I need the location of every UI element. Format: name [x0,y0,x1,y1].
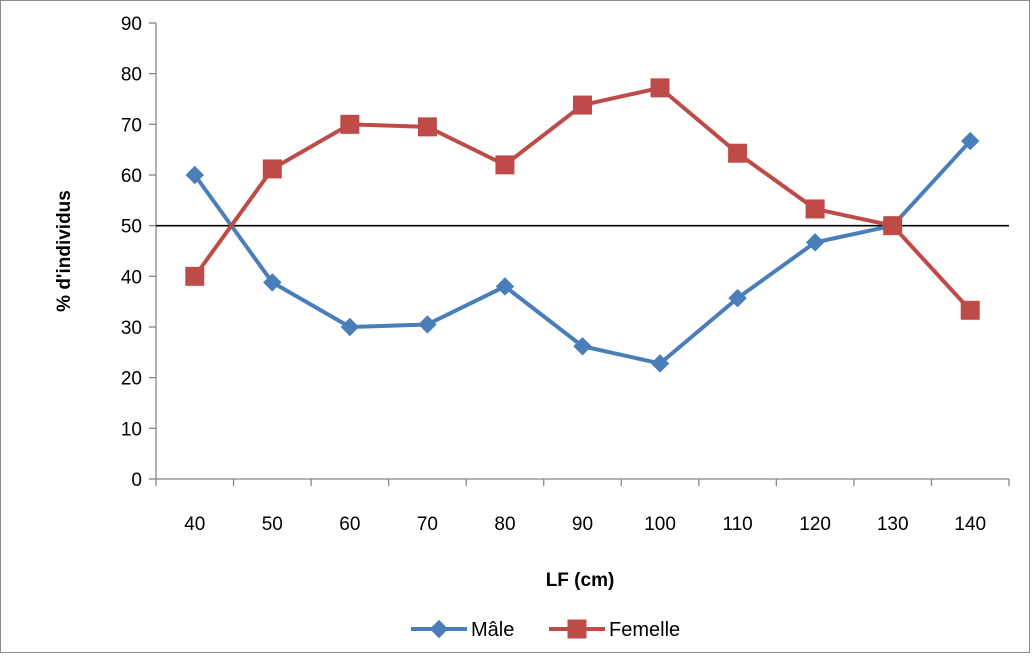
legend-item: Mâle [411,619,514,641]
data-point [961,131,980,151]
data-point [418,315,437,334]
data-point [805,233,825,252]
data-point [185,165,204,185]
data-point [263,273,282,292]
data-point [340,114,360,134]
x-tick-label: 120 [799,514,831,535]
data-point [185,266,205,286]
legend-item: Femelle [549,619,680,641]
x-tick-label: 140 [954,514,986,535]
data-point [495,155,515,175]
x-tick-label: 90 [572,514,593,535]
x-tick-label: 60 [339,514,360,535]
legend-marker [429,619,449,639]
legend-label: Femelle [609,619,680,641]
series-line [192,139,973,366]
data-point [573,95,592,115]
y-tick-label: 0 [131,470,142,491]
series-line [192,85,973,313]
y-tick-label: 80 [121,65,142,86]
data-point [728,143,748,163]
data-point [650,354,670,373]
x-axis-title: LF (cm) [546,570,615,591]
legend-label: Mâle [471,619,514,641]
y-tick-label: 90 [121,14,142,35]
x-axis: 40 50 60 70 80 90 100 110 120 130 140 [155,478,1010,535]
x-tick-label: 130 [877,514,909,535]
y-tick-label: 70 [121,115,142,136]
y-tick-label: 50 [121,217,142,238]
series-1 [185,131,980,373]
data-point [340,317,360,337]
y-tick-label: 20 [121,369,142,390]
y-axis-title: % d'individus [54,190,75,312]
y-tick-label: 30 [121,318,142,339]
x-tick-label: 70 [417,514,438,535]
data-point [805,199,825,219]
data-point [728,288,747,308]
y-tick-label: 40 [121,267,142,288]
data-point [883,216,903,236]
x-tick-label: 110 [722,514,752,535]
data-point [650,78,670,98]
y-tick-label: 10 [121,419,142,440]
x-tick-label: 80 [494,514,515,535]
data-point [417,117,437,137]
x-tick-label: 40 [184,514,205,535]
data-point [960,300,980,320]
series-2 [185,78,980,320]
x-tick-label: 50 [262,514,283,535]
data-point [262,159,282,179]
legend-marker [567,619,587,639]
data-point [495,277,515,296]
x-tick-label: 100 [644,514,676,535]
y-axis: 0 10 20 30 40 50 60 70 80 90 [121,14,157,491]
series-group [185,78,980,373]
legend: Mâle Femelle [411,619,680,641]
y-tick-label: 60 [121,166,142,187]
data-point [573,337,592,356]
